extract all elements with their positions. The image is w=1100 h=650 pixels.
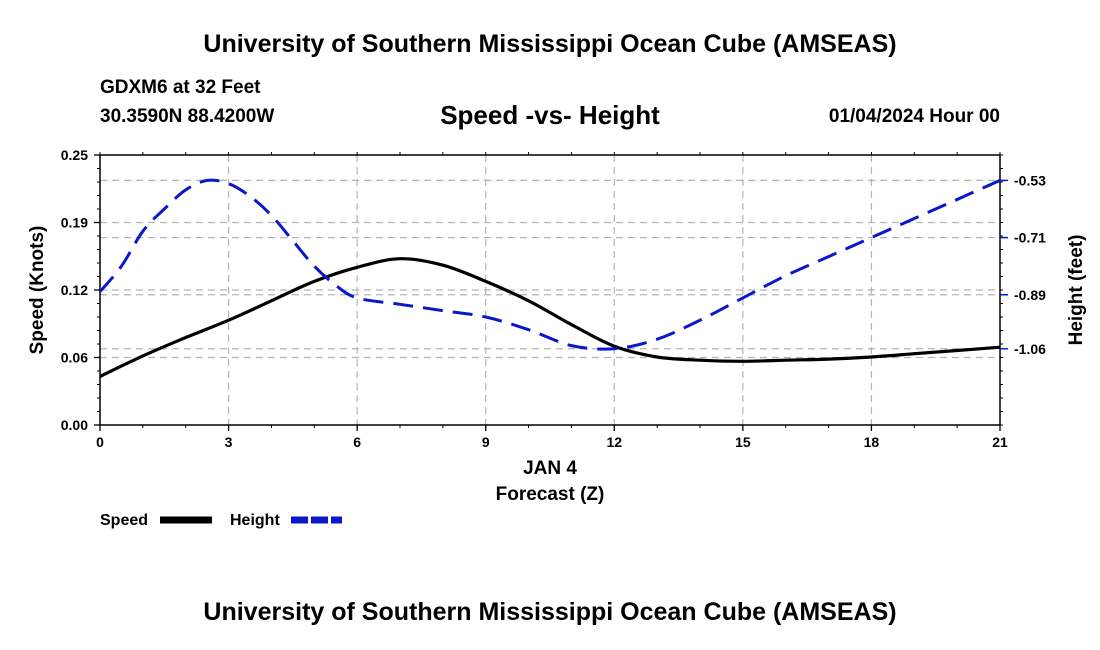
grid-layer [100,155,1000,425]
y-left-tick-label: 0.06 [61,350,88,366]
x-tick-label: 21 [992,434,1008,450]
legend-label-height: Height [230,512,280,529]
x-tick-label: 12 [606,434,622,450]
series-line-speed [99,257,1001,378]
page-title: University of Southern Mississippi Ocean… [203,30,897,58]
x-tick-label: 6 [353,434,361,450]
footer-title: University of Southern Mississippi Ocean… [203,598,897,626]
x-tick-label: 0 [96,434,104,450]
y-right-tick-label: -0.71 [1014,230,1046,246]
station-label: GDXM6 at 32 Feet [100,77,261,98]
y-right-tick-label: -1.06 [1014,341,1046,357]
label-layer: 0 3 6 9 12 15 18 21 0.00 0.06 0.12 0.19 0.25 -0.53 -0.… [27,147,1087,505]
x-tick-label: 3 [225,434,233,450]
y-right-tick-label: -0.53 [1014,172,1046,188]
x-tick-label: 18 [864,434,880,450]
tick-layer [94,152,1008,431]
y-left-tick-label: 0.00 [61,417,88,433]
legend: Speed Height [100,512,342,529]
series-line-height [98,178,1001,351]
y-right-axis-label: Height (feet) [1066,235,1087,346]
y-left-tick-label: 0.12 [61,282,88,298]
legend-label-speed: Speed [100,512,148,529]
y-left-tick-label: 0.19 [61,215,88,231]
coordinates-label: 30.3590N 88.4200W [100,106,275,127]
x-axis-label: Forecast (Z) [496,484,605,505]
y-right-tick-label: -0.89 [1014,287,1046,303]
x-tick-label: 15 [735,434,751,450]
chart-title: Speed -vs- Height [440,100,660,130]
y-left-tick-label: 0.25 [61,147,88,163]
x-date-label: JAN 4 [523,458,577,479]
x-tick-label: 9 [482,434,490,450]
series-layer [98,178,1001,378]
datetime-label: 01/04/2024 Hour 00 [828,106,1000,127]
y-left-axis-label: Speed (Knots) [27,226,48,355]
